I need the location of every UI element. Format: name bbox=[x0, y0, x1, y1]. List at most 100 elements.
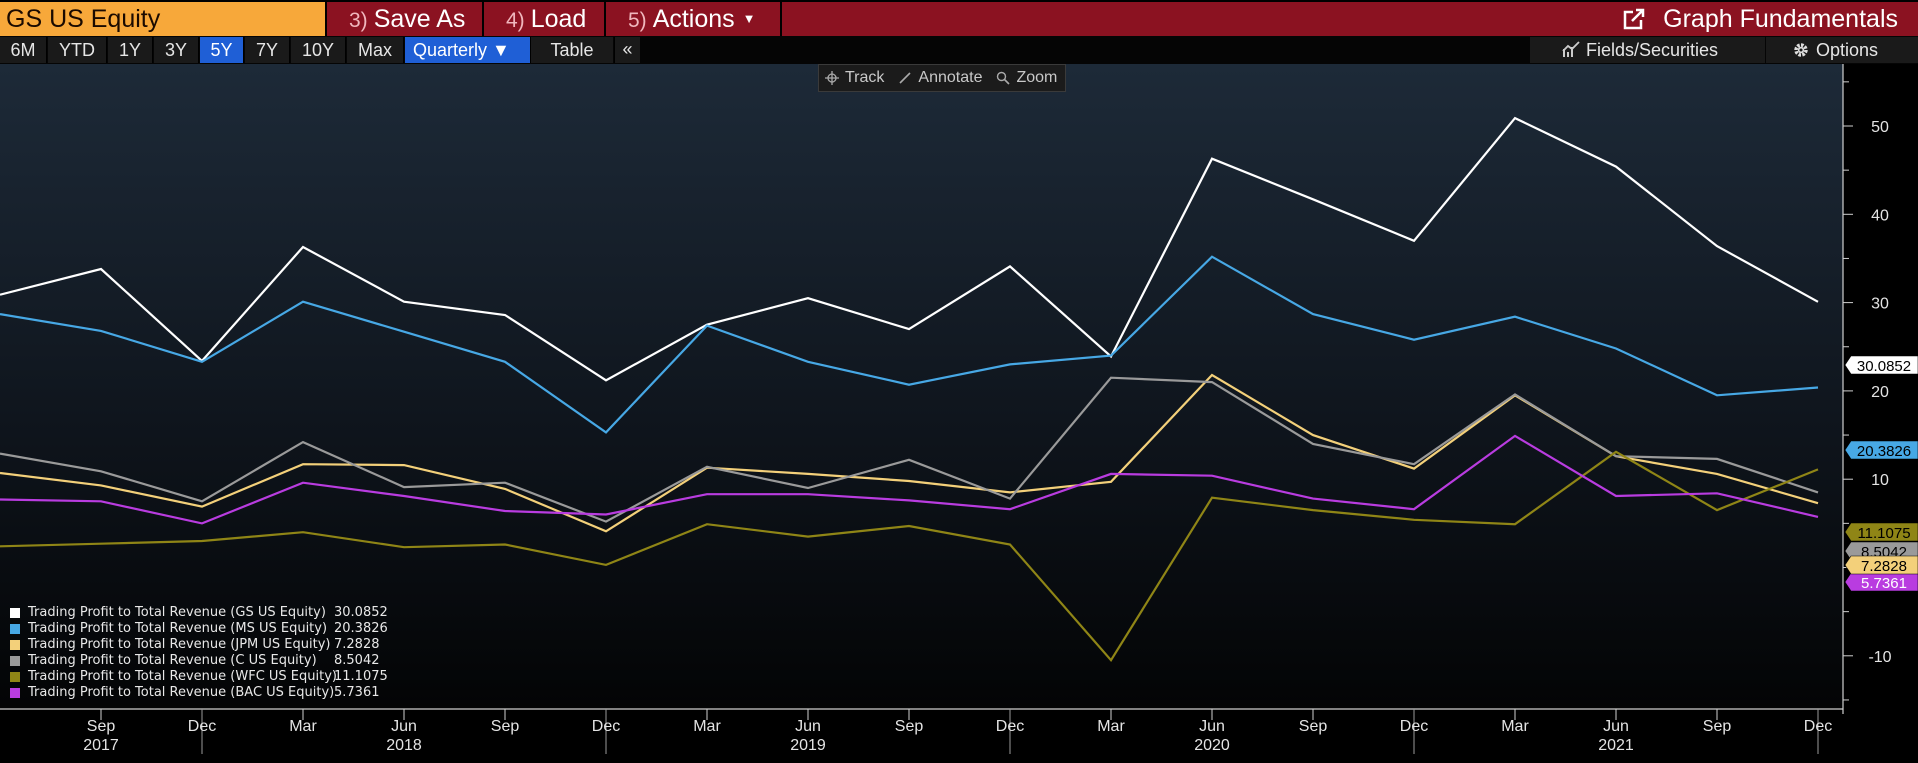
x-tick-label: Sep bbox=[491, 718, 520, 735]
series-line-1 bbox=[0, 255, 1819, 434]
last-value-tag-bg bbox=[1844, 572, 1918, 592]
y-tick-label: -10 bbox=[1868, 649, 1891, 666]
legend-series-name: Trading Profit to Total Revenue (GS US E… bbox=[28, 605, 326, 620]
period-5y-button[interactable]: 5Y bbox=[200, 37, 244, 63]
y-tick-label: 20 bbox=[1871, 384, 1889, 401]
legend-swatch bbox=[10, 672, 20, 682]
legend-item[interactable]: Trading Profit to Total Revenue (BAC US … bbox=[10, 685, 388, 701]
actions-label: Actions bbox=[652, 5, 735, 33]
annotate-tool[interactable]: Annotate bbox=[892, 65, 990, 91]
popout-icon bbox=[1623, 8, 1646, 30]
legend-series-name: Trading Profit to Total Revenue (C US Eq… bbox=[28, 653, 317, 668]
chevron-down-icon: ▼ bbox=[742, 11, 756, 26]
gear-icon bbox=[1794, 43, 1808, 57]
track-label: Track bbox=[845, 69, 885, 86]
legend-series-value: 7.2828 bbox=[334, 637, 380, 652]
track-tool[interactable]: Track bbox=[819, 65, 892, 91]
zoom-tool[interactable]: Zoom bbox=[990, 65, 1065, 91]
period-3y-button[interactable]: 3Y bbox=[154, 37, 199, 63]
security-ticker-field[interactable]: GS US Equity bbox=[0, 2, 325, 36]
legend-swatch bbox=[10, 640, 20, 650]
collapse-button[interactable]: « bbox=[614, 37, 640, 63]
legend-swatch bbox=[10, 608, 20, 618]
last-value-tag-bg bbox=[1844, 355, 1918, 375]
period-10y-button[interactable]: 10Y bbox=[291, 37, 346, 63]
period-max-button[interactable]: Max bbox=[347, 37, 404, 63]
x-tick-label: Dec bbox=[996, 718, 1024, 735]
x-year-label: 2020 bbox=[1194, 737, 1230, 754]
x-tick-label: Mar bbox=[1501, 718, 1529, 735]
legend-swatch bbox=[10, 688, 20, 698]
x-tick-label: Jun bbox=[795, 718, 821, 735]
legend-series-value: 8.5042 bbox=[334, 653, 380, 668]
x-year-label: 2017 bbox=[83, 737, 119, 754]
options-button[interactable]: Options bbox=[1766, 37, 1918, 63]
x-year-label: 2018 bbox=[386, 737, 422, 754]
fields-securities-button[interactable]: Fields/Securities bbox=[1530, 37, 1765, 63]
x-tick-label: Dec bbox=[1804, 718, 1832, 735]
legend-item[interactable]: Trading Profit to Total Revenue (GS US E… bbox=[10, 605, 388, 621]
legend-item[interactable]: Trading Profit to Total Revenue (WFC US … bbox=[10, 669, 388, 685]
legend-item[interactable]: Trading Profit to Total Revenue (MS US E… bbox=[10, 621, 388, 637]
x-tick-label: Sep bbox=[87, 718, 116, 735]
series-line-3 bbox=[0, 376, 1819, 523]
y-tick-label: 50 bbox=[1871, 119, 1889, 136]
last-value-tag-text: 7.2828 bbox=[1861, 558, 1907, 575]
y-axis: 50403020100-10 bbox=[1842, 64, 1892, 714]
save-as-shortcut: 3) bbox=[349, 9, 368, 32]
pencil-icon bbox=[899, 72, 911, 84]
graph-fundamentals-title[interactable]: Graph Fundamentals bbox=[1623, 2, 1898, 36]
x-tick-label: Mar bbox=[289, 718, 317, 735]
save-as-button[interactable]: 3) Save As bbox=[325, 2, 482, 36]
period-toolbar: 6M YTD 1Y 3Y 5Y 7Y 10Y Max Quarterly ▼ T… bbox=[0, 36, 1918, 64]
x-axis: Sep Dec Mar Jun Sep Dec Mar Jun Sep Dec Mar Jun Sep D… bbox=[0, 708, 1843, 754]
x-tick-label: Jun bbox=[1199, 718, 1225, 735]
x-year-label: 2019 bbox=[790, 737, 826, 754]
x-year-label: 2021 bbox=[1598, 737, 1634, 754]
title-bar: Graph Fundamentals bbox=[780, 2, 1918, 36]
load-button[interactable]: 4) Load bbox=[482, 2, 604, 36]
x-tick-label: Mar bbox=[693, 718, 721, 735]
x-tick-label: Jun bbox=[391, 718, 417, 735]
last-value-tag-5: 5.7361 bbox=[1844, 572, 1918, 592]
last-value-tag-text: 30.0852 bbox=[1857, 358, 1911, 375]
graph-title-label: Graph Fundamentals bbox=[1663, 5, 1898, 33]
line-chart[interactable]: 50403020100-10 SepDecMarJunSepDecMarJunS… bbox=[0, 64, 1918, 763]
last-value-tag-4: 11.1075 bbox=[1844, 522, 1918, 542]
last-value-tag-text: 11.1075 bbox=[1857, 525, 1910, 542]
chart-area[interactable]: 50403020100-10 SepDecMarJunSepDecMarJunS… bbox=[0, 64, 1918, 763]
actions-menu-button[interactable]: 5) Actions ▼ bbox=[604, 2, 780, 36]
x-tick-label: Dec bbox=[592, 718, 620, 735]
y-tick-label: 10 bbox=[1871, 472, 1889, 489]
y-tick-label: 40 bbox=[1871, 207, 1889, 224]
magnifier-icon bbox=[997, 71, 1011, 85]
fields-chart-icon bbox=[1562, 41, 1580, 57]
table-button[interactable]: Table bbox=[530, 37, 613, 63]
chart-legend[interactable]: Trading Profit to Total Revenue (GS US E… bbox=[10, 605, 388, 701]
period-7y-button[interactable]: 7Y bbox=[245, 37, 290, 63]
legend-series-name: Trading Profit to Total Revenue (JPM US … bbox=[28, 637, 331, 652]
legend-swatch bbox=[10, 624, 20, 634]
last-value-tag-text: 20.3826 bbox=[1857, 443, 1911, 460]
last-value-tag-0: 30.0852 bbox=[1844, 355, 1918, 375]
x-tick-label: Dec bbox=[1400, 718, 1428, 735]
last-value-tag-2: 7.2828 bbox=[1844, 555, 1918, 575]
x-tick-label: Sep bbox=[1299, 718, 1328, 735]
legend-series-value: 30.0852 bbox=[334, 605, 388, 620]
plot-background bbox=[0, 64, 1843, 708]
legend-item[interactable]: Trading Profit to Total Revenue (JPM US … bbox=[10, 637, 388, 653]
legend-series-name: Trading Profit to Total Revenue (BAC US … bbox=[28, 685, 335, 700]
period-1y-button[interactable]: 1Y bbox=[108, 37, 153, 63]
load-shortcut: 4) bbox=[506, 9, 525, 32]
series-line-4 bbox=[0, 450, 1819, 663]
x-tick-label: Mar bbox=[1097, 718, 1125, 735]
period-ytd-button[interactable]: YTD bbox=[48, 37, 107, 63]
legend-item[interactable]: Trading Profit to Total Revenue (C US Eq… bbox=[10, 653, 388, 669]
frequency-dropdown[interactable]: Quarterly ▼ bbox=[405, 37, 530, 63]
period-6m-button[interactable]: 6M bbox=[0, 37, 47, 63]
x-tick-label: Sep bbox=[1703, 718, 1732, 735]
legend-series-name: Trading Profit to Total Revenue (WFC US … bbox=[28, 669, 337, 684]
legend-series-value: 11.1075 bbox=[334, 669, 388, 684]
last-value-tag-bg bbox=[1844, 522, 1918, 542]
